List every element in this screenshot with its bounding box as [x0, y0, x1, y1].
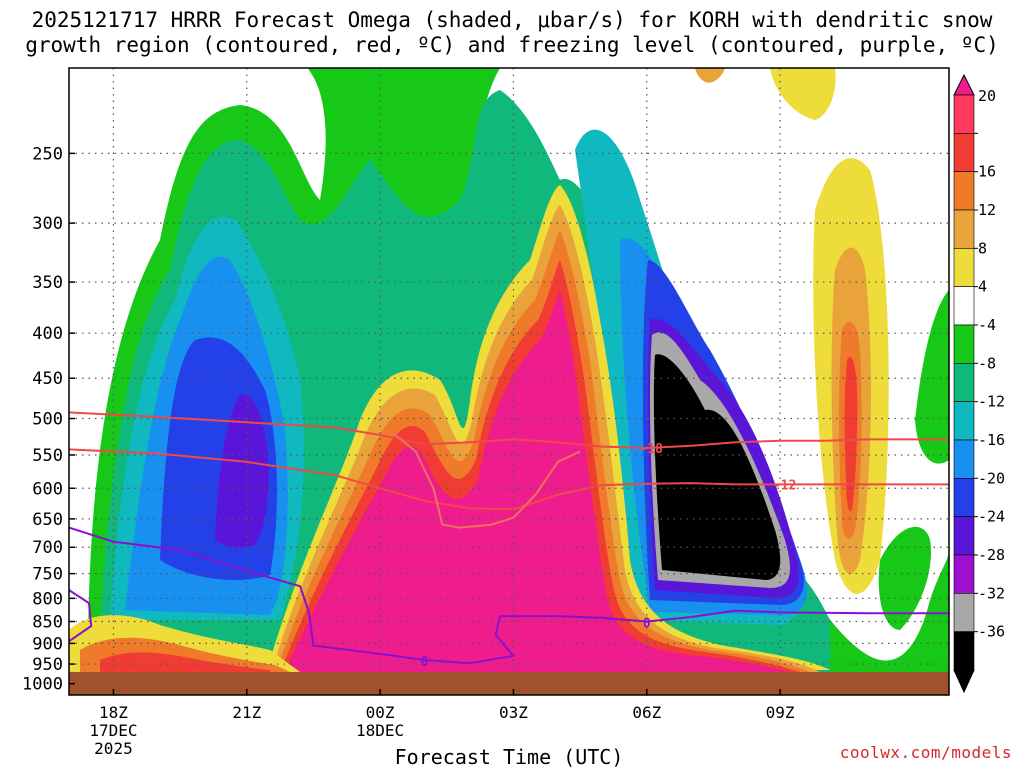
colorbar-label-13: -36: [978, 623, 1005, 641]
contour-label-3: 0: [421, 655, 429, 670]
omega-band-gt-20: [290, 290, 790, 672]
contour-line-1: [69, 448, 949, 511]
y-tick-label-500: 500: [32, 410, 63, 430]
chart-title-line2: growth region (contoured, red, ºC) and f…: [25, 33, 999, 57]
omega-band-lt-36: [653, 354, 781, 580]
x-tick-label-0-2: 2025: [94, 739, 133, 758]
y-tick-label-550: 550: [32, 446, 63, 466]
colorbar-swatch-14: [953, 631, 975, 671]
colorbar-label-4: 4: [978, 278, 987, 296]
colorbar-label-0: 20: [978, 87, 996, 105]
omega-band-gt-16-east: [844, 357, 858, 512]
y-axis: 2503003504004505005506006507007508008509…: [22, 144, 75, 695]
colorbar-label-3: 8: [978, 239, 987, 257]
contour-line-2: [388, 429, 581, 529]
y-tick-label-700: 700: [32, 538, 63, 558]
contour-line-3: [69, 526, 949, 665]
colorbar-label-12: -32: [978, 584, 1005, 602]
colorbar-swatch-5: [953, 286, 975, 326]
x-tick-label-5-0: 09Z: [766, 703, 795, 722]
colorbar-label-7: -12: [978, 393, 1005, 411]
x-axis-title: Forecast Time (UTC): [394, 745, 624, 769]
x-tick-label-0-1: 17DEC: [89, 721, 137, 740]
y-tick-label-450: 450: [32, 369, 63, 389]
colorbar-swatch-9: [953, 439, 975, 479]
y-tick-label-600: 600: [32, 479, 63, 499]
colorbar-swatch-6: [953, 324, 975, 364]
colorbar-label-10: -24: [978, 508, 1005, 526]
colorbar-bottom-arrow: [953, 669, 975, 694]
credit-text: coolwx.com/models: [839, 743, 1012, 762]
colorbar-swatch-1: [953, 133, 975, 172]
colorbar-swatch-7: [953, 363, 975, 402]
colorbar-swatch-11: [953, 516, 975, 556]
colorbar-label-6: -8: [978, 354, 996, 372]
colorbar-label-8: -16: [978, 431, 1005, 449]
x-tick-label-1-0: 21Z: [232, 703, 261, 722]
omega-band-surface-gt-16: [100, 652, 270, 672]
y-tick-label-850: 850: [32, 613, 63, 633]
contour-line-4: [69, 589, 93, 643]
colorbar-swatch-3: [953, 209, 975, 249]
colorbar-label-1: 16: [978, 163, 996, 181]
colorbar-swatch-2: [953, 171, 975, 211]
colorbar-label-2: 12: [978, 201, 996, 219]
colorbar-swatch-0: [953, 94, 975, 134]
omega-band-lt-28: [215, 394, 269, 548]
colorbar-swatch-12: [953, 554, 975, 594]
x-tick-label-3-0: 03Z: [499, 703, 528, 722]
y-tick-label-1000: 1000: [22, 675, 63, 695]
contour-line-0: [69, 411, 949, 449]
y-tick-label-350: 350: [32, 273, 63, 293]
x-tick-label-2-0: 00Z: [366, 703, 395, 722]
colorbar-label-11: -28: [978, 546, 1005, 564]
colorbar-swatch-13: [953, 593, 975, 632]
chart-title-line1: 2025121717 HRRR Forecast Omega (shaded, …: [31, 8, 993, 32]
y-tick-label-300: 300: [32, 214, 63, 234]
omega-band-lt-8-east: [878, 526, 931, 630]
contour-label-1: -12: [773, 478, 796, 493]
omega-shaded-field: [69, 68, 949, 695]
y-tick-label-750: 750: [32, 565, 63, 585]
y-tick-label-950: 950: [32, 655, 63, 675]
x-tick-label-0-0: 18Z: [99, 703, 128, 722]
terrain-surface: [69, 672, 949, 695]
contour-lines: [69, 411, 949, 665]
colorbar-label-5: -4: [978, 316, 996, 334]
x-tick-label-4-0: 06Z: [632, 703, 661, 722]
x-tick-label-2-1: 18DEC: [356, 721, 404, 740]
contour-label-2: 0: [643, 616, 651, 631]
colorbar-swatch-10: [953, 478, 975, 517]
colorbar-legend: 20 16 12 8 4 -4 -8 -12 -16 -20 -24 -28 -32 -36: [953, 73, 1005, 694]
colorbar-swatch-8: [953, 401, 975, 441]
omega-band-gt-8-top: [695, 68, 725, 83]
colorbar-top-arrow: [953, 73, 975, 96]
y-tick-label-250: 250: [32, 144, 63, 164]
omega-band-gt-4-top: [770, 68, 836, 120]
colorbar-label-9: -20: [978, 469, 1005, 487]
plot-frame: [68, 67, 950, 696]
y-tick-label-650: 650: [32, 510, 63, 530]
contour-labels: -18 -12 0 0: [421, 442, 797, 670]
contour-label-0: -18: [639, 442, 663, 457]
colorbar-swatch-4: [953, 248, 975, 287]
y-tick-label-800: 800: [32, 589, 63, 609]
y-tick-label-900: 900: [32, 634, 63, 654]
grid-lines: [69, 68, 949, 695]
y-tick-label-400: 400: [32, 324, 63, 344]
